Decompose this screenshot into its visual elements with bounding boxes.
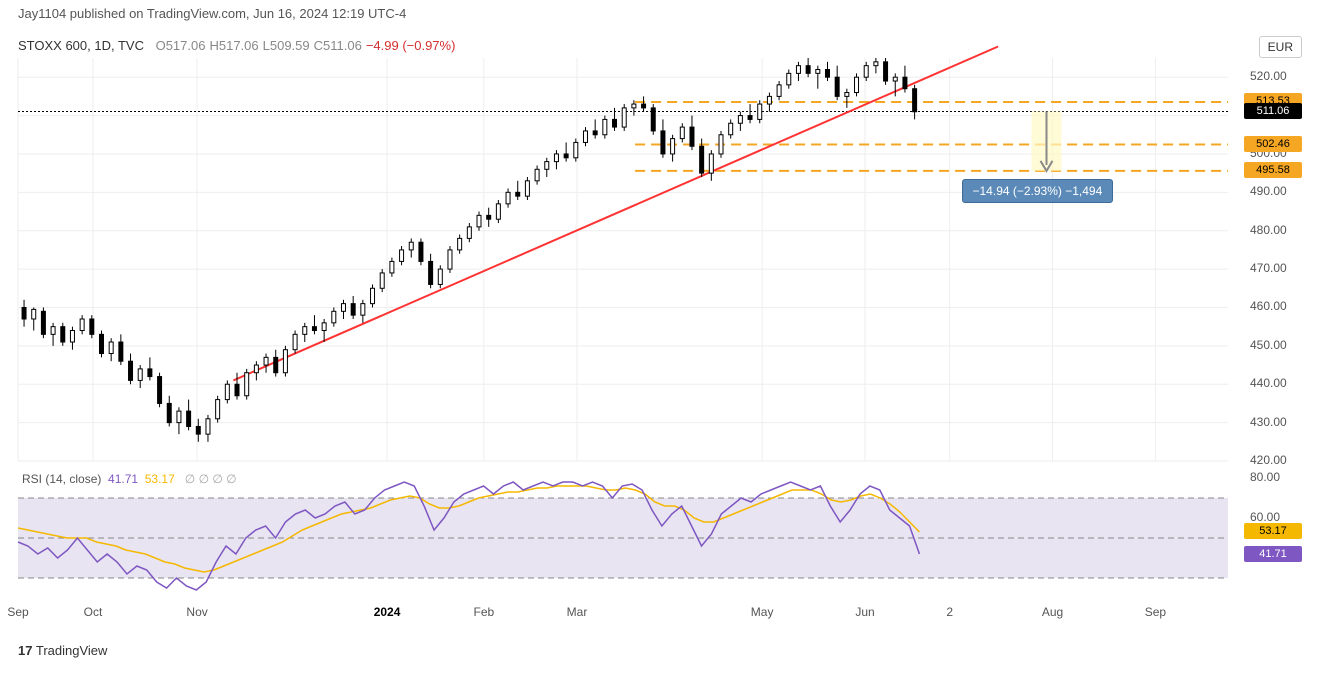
tradingview-logo[interactable]: 17 TradingView	[18, 643, 107, 658]
rsi-value-label: 41.71	[1244, 546, 1302, 562]
time-axis[interactable]: SepOctNov2024FebMarMayJun2AugSep	[18, 605, 1228, 630]
rsi-label: RSI (14, close) 41.71 53.17 ∅ ∅ ∅ ∅	[22, 472, 237, 486]
rsi-y-tick: 60.00	[1242, 510, 1302, 524]
price-level-label: 502.46	[1244, 136, 1302, 152]
rsi-panel[interactable]: RSI (14, close) 41.71 53.17 ∅ ∅ ∅ ∅	[18, 468, 1228, 598]
x-tick: Nov	[186, 605, 207, 619]
symbol-name[interactable]: STOXX 600, 1D, TVC	[18, 38, 144, 53]
x-tick: Sep	[7, 605, 28, 619]
x-tick: May	[751, 605, 774, 619]
x-tick: Sep	[1145, 605, 1166, 619]
rsi-nulls: ∅ ∅ ∅ ∅	[185, 472, 237, 486]
rsi-y-tick: 80.00	[1242, 470, 1302, 484]
x-tick: Jun	[855, 605, 874, 619]
measurement-label: −14.94 (−2.93%) −1,494	[962, 179, 1114, 203]
x-tick: 2024	[374, 605, 401, 619]
rsi-ma-value: 53.17	[145, 472, 175, 486]
symbol-bar: STOXX 600, 1D, TVC O517.06 H517.06 L509.…	[18, 38, 455, 53]
ohlc-c: C511.06	[314, 38, 362, 53]
rsi-value: 41.71	[108, 472, 138, 486]
y-tick: 520.00	[1242, 69, 1302, 83]
x-tick: Feb	[474, 605, 495, 619]
y-tick: 480.00	[1242, 223, 1302, 237]
y-tick: 450.00	[1242, 338, 1302, 352]
y-tick: 490.00	[1242, 184, 1302, 198]
ohlc-l: L509.59	[263, 38, 310, 53]
rsi-y-axis: 80.00 60.0053.17 41.71	[1232, 468, 1302, 598]
ohlc-h: H517.06	[209, 38, 258, 53]
x-tick: 2	[946, 605, 953, 619]
ohlc-change: −4.99 (−0.97%)	[366, 38, 456, 53]
current-price-label: 511.06	[1244, 103, 1302, 119]
x-tick: Oct	[84, 605, 103, 619]
x-tick: Mar	[567, 605, 588, 619]
x-tick: Aug	[1042, 605, 1063, 619]
rsi-value-label: 53.17	[1244, 523, 1302, 539]
price-y-axis: 420.00430.00440.00450.00460.00470.00480.…	[1232, 58, 1302, 461]
y-tick: 440.00	[1242, 376, 1302, 390]
price-chart[interactable]	[18, 58, 1228, 461]
publish-info: Jay1104 published on TradingView.com, Ju…	[18, 6, 406, 21]
y-tick: 420.00	[1242, 453, 1302, 467]
price-level-label: 495.58	[1244, 162, 1302, 178]
y-tick: 470.00	[1242, 261, 1302, 275]
y-tick: 460.00	[1242, 299, 1302, 313]
currency-selector[interactable]: EUR	[1259, 36, 1302, 58]
ohlc-o: O517.06	[156, 38, 206, 53]
y-tick: 430.00	[1242, 415, 1302, 429]
